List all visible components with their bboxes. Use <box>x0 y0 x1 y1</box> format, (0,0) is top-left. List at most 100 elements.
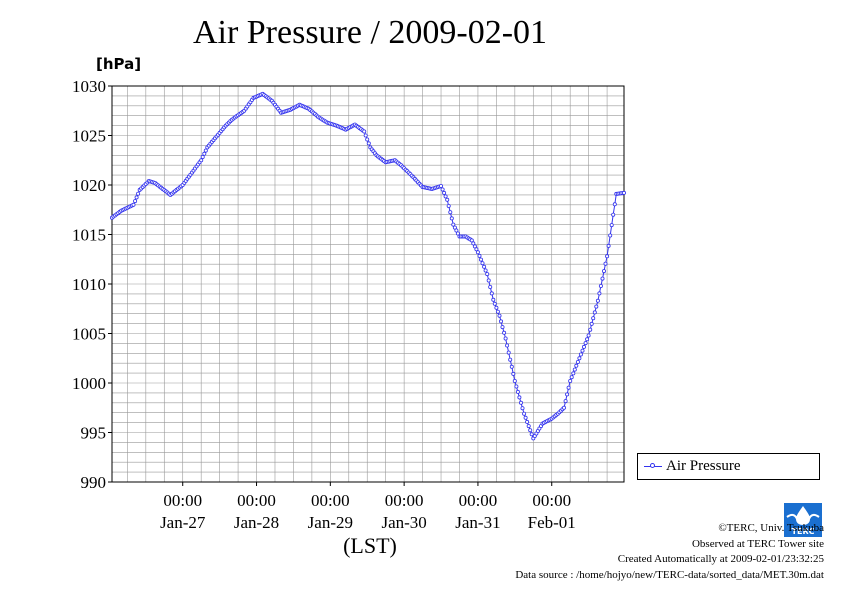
data-point <box>608 233 613 238</box>
data-point <box>586 333 591 338</box>
x-axis-title: (LST) <box>343 533 397 558</box>
data-point <box>502 330 507 335</box>
data-point <box>365 137 370 142</box>
x-tick-time-label: 00:00 <box>459 491 498 510</box>
axis-ticks <box>108 85 553 486</box>
data-point <box>605 254 610 259</box>
data-point <box>606 243 611 248</box>
y-tick-label: 1010 <box>72 275 106 294</box>
data-point <box>488 284 493 289</box>
data-point <box>136 191 141 196</box>
data-point <box>603 261 608 266</box>
data-point <box>446 203 451 208</box>
y-tick-label: 990 <box>81 473 107 492</box>
data-point <box>438 183 443 188</box>
data-point <box>480 261 485 266</box>
data-point <box>478 257 483 262</box>
data-point <box>495 309 500 314</box>
data-point <box>591 316 596 321</box>
data-point <box>514 384 519 389</box>
credits-block: ©TERC, Univ. Tsukuba Observed at TERC To… <box>515 521 824 583</box>
observed-site-text: Observed at TERC Tower site <box>691 537 824 550</box>
data-point <box>485 272 490 277</box>
data-point <box>569 375 574 380</box>
data-point <box>448 210 453 215</box>
data-point <box>529 432 534 437</box>
data-point <box>486 278 491 283</box>
data-point <box>568 378 573 383</box>
x-tick-time-label: 00:00 <box>385 491 424 510</box>
x-tick-date-label: Jan-31 <box>455 513 500 532</box>
data-point <box>600 276 605 281</box>
data-point <box>597 291 602 296</box>
data-point <box>442 190 447 195</box>
data-point <box>566 385 571 390</box>
data-point <box>489 291 494 296</box>
x-tick-time-label: 00:00 <box>163 491 202 510</box>
x-tick-date-label: Jan-29 <box>308 513 353 532</box>
data-point <box>609 223 614 228</box>
y-tick-label: 1025 <box>72 127 106 146</box>
data-point <box>500 325 505 330</box>
data-point <box>523 415 528 420</box>
y-axis-unit-label: [hPa] <box>96 55 142 73</box>
data-point <box>512 378 517 383</box>
data-point <box>202 151 207 156</box>
x-tick-date-label: Jan-27 <box>160 513 206 532</box>
x-tick-date-label: Jan-30 <box>381 513 426 532</box>
data-point <box>519 400 524 405</box>
terc-logo: TERC <box>784 503 822 537</box>
created-timestamp-text: Created Automatically at 2009-02-01/23:3… <box>617 553 824 565</box>
data-point <box>515 389 520 394</box>
data-point <box>506 350 511 355</box>
data-point <box>449 216 454 221</box>
data-point <box>492 301 497 306</box>
data-point <box>517 395 522 400</box>
y-tick-label: 1020 <box>72 176 106 195</box>
grid-lines <box>112 86 624 482</box>
data-point <box>503 336 508 341</box>
data-point <box>482 264 487 269</box>
data-point <box>366 141 371 146</box>
data-point <box>497 313 502 318</box>
y-tick-label: 1015 <box>72 226 106 245</box>
data-point <box>455 231 460 236</box>
data-point <box>572 367 577 372</box>
data-point <box>588 327 593 332</box>
y-tick-label: 995 <box>81 424 107 443</box>
data-point <box>563 399 568 404</box>
data-point <box>491 297 496 302</box>
data-point <box>469 238 474 243</box>
data-point <box>508 357 513 362</box>
data-point <box>611 212 616 217</box>
data-point <box>474 247 479 252</box>
data-point <box>565 392 570 397</box>
y-tick-label: 1000 <box>72 374 106 393</box>
data-point <box>362 129 367 134</box>
data-point <box>526 424 531 429</box>
data-point <box>494 305 499 310</box>
data-point <box>131 202 136 207</box>
data-point <box>203 148 208 153</box>
data-point <box>522 411 527 416</box>
data-point <box>602 269 607 274</box>
data-point <box>498 319 503 324</box>
data-point <box>594 304 599 309</box>
data-point <box>583 341 588 346</box>
data-point <box>580 348 585 353</box>
data-point <box>582 344 587 349</box>
data-point <box>471 241 476 246</box>
legend-label: Air Pressure <box>666 458 741 474</box>
data-point <box>574 363 579 368</box>
data-point <box>520 406 525 411</box>
y-tick-label: 1030 <box>72 77 106 96</box>
data-point <box>525 419 530 424</box>
data-point <box>483 268 488 273</box>
air-pressure-series <box>110 91 627 441</box>
tick-labels: 990 995 1000 1005 1010 1015 1020 1025 1030 00:00 J… <box>72 77 576 532</box>
copyright-text: ©TERC, Univ. Tsukuba <box>718 522 824 534</box>
data-point <box>440 187 445 192</box>
data-point <box>133 199 138 204</box>
data-point <box>592 310 597 315</box>
